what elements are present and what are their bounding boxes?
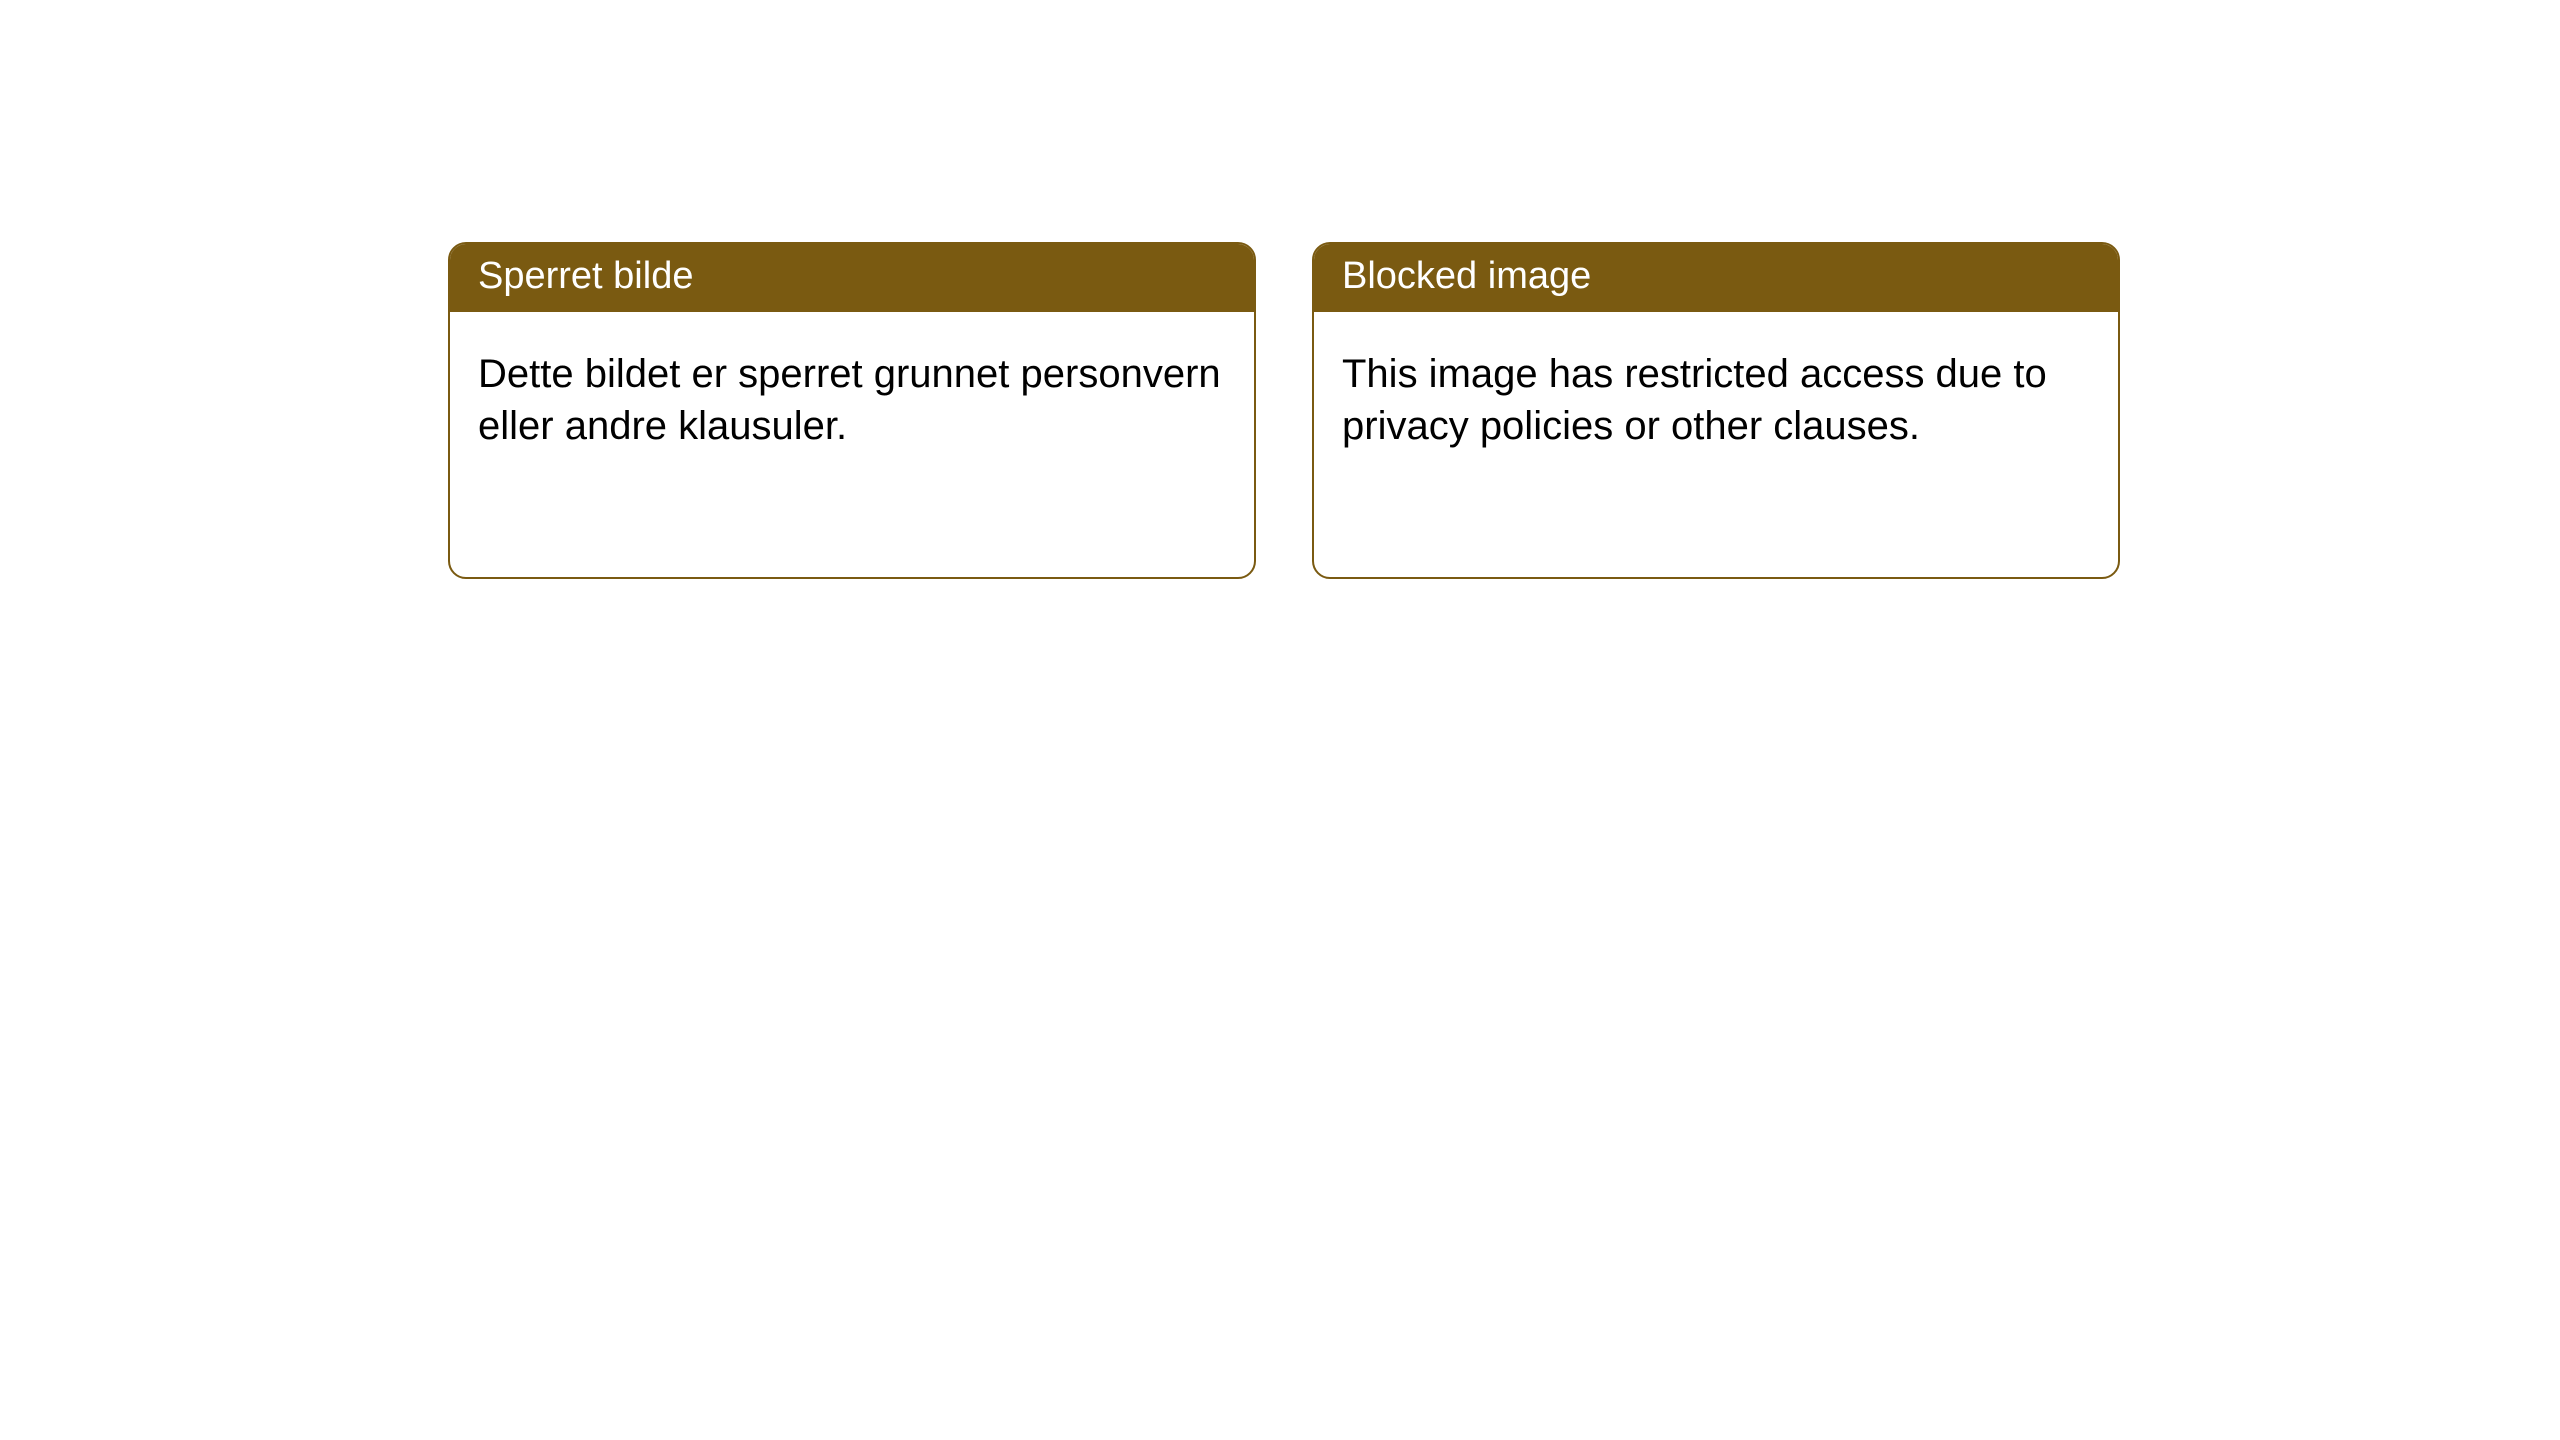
notice-body-text: Dette bildet er sperret grunnet personve… bbox=[478, 352, 1221, 449]
notice-title: Sperret bilde bbox=[478, 255, 693, 297]
notice-body: Dette bildet er sperret grunnet personve… bbox=[450, 312, 1254, 482]
notice-body-text: This image has restricted access due to … bbox=[1342, 352, 2047, 449]
notice-card-norwegian: Sperret bilde Dette bildet er sperret gr… bbox=[448, 242, 1256, 579]
notice-card-english: Blocked image This image has restricted … bbox=[1312, 242, 2120, 579]
notice-container: Sperret bilde Dette bildet er sperret gr… bbox=[0, 0, 2560, 579]
notice-body: This image has restricted access due to … bbox=[1314, 312, 2118, 482]
notice-title: Blocked image bbox=[1342, 255, 1591, 297]
notice-header: Blocked image bbox=[1314, 244, 2118, 312]
notice-header: Sperret bilde bbox=[450, 244, 1254, 312]
